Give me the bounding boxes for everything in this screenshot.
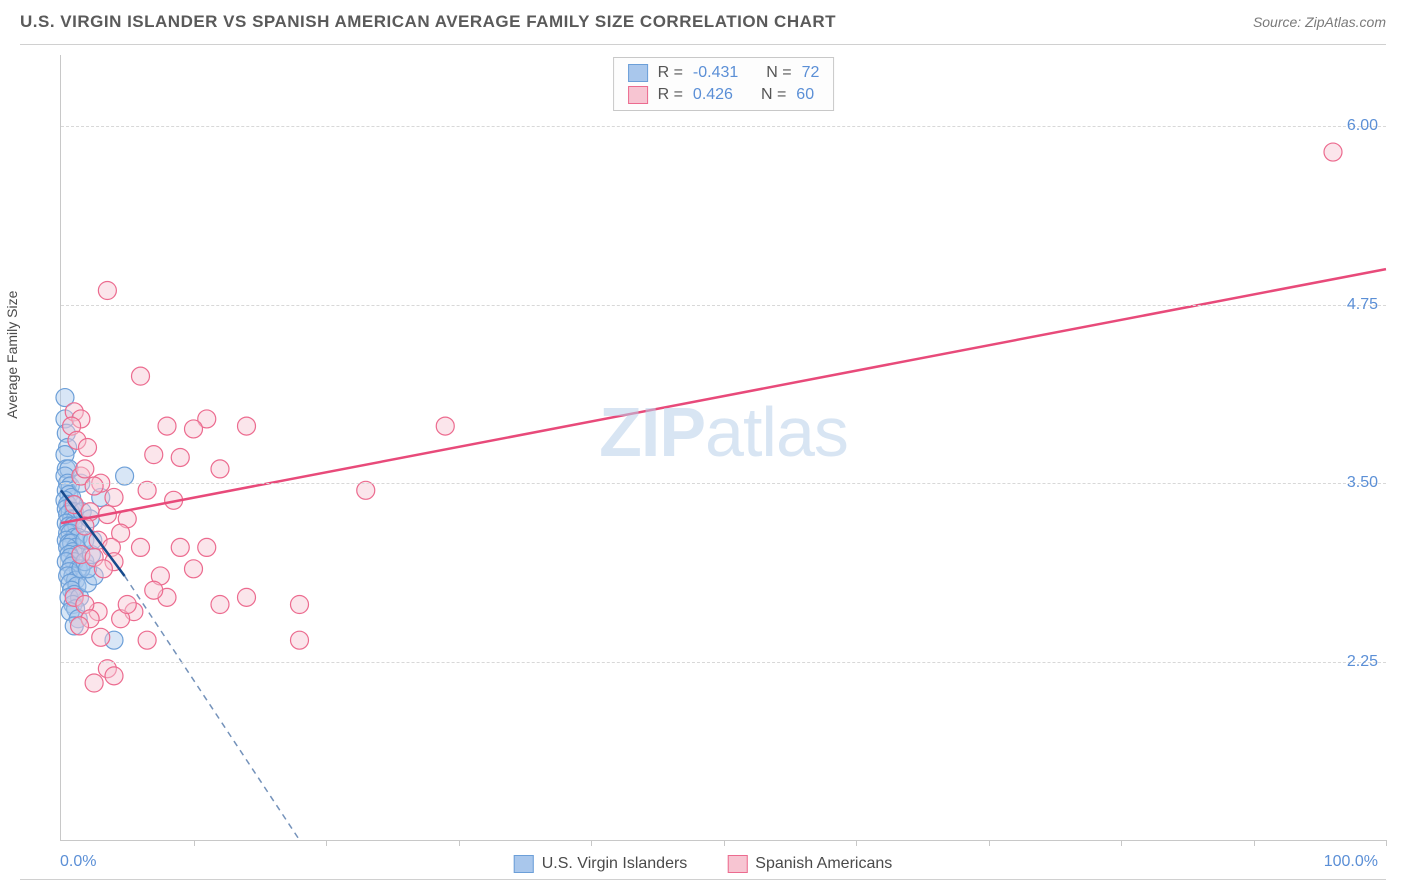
n-value: 60 bbox=[796, 86, 814, 104]
swatch-icon bbox=[628, 64, 648, 82]
n-label: N = bbox=[761, 86, 786, 104]
legend-text: U.S. Virgin Islanders bbox=[542, 855, 688, 873]
chart-container: Average Family Size R = -0.431 N = 72 R … bbox=[20, 44, 1386, 880]
legend-item: Spanish Americans bbox=[727, 855, 892, 873]
r-label: R = bbox=[658, 64, 683, 82]
scatter-svg bbox=[61, 55, 1386, 840]
n-label: N = bbox=[766, 64, 791, 82]
legend-text: Spanish Americans bbox=[755, 855, 892, 873]
legend-item: U.S. Virgin Islanders bbox=[514, 855, 688, 873]
r-value: 0.426 bbox=[693, 86, 733, 104]
swatch-icon bbox=[628, 86, 648, 104]
series-legend: U.S. Virgin Islanders Spanish Americans bbox=[514, 855, 893, 873]
source-label: Source: ZipAtlas.com bbox=[1253, 14, 1386, 30]
legend-row-series-0: R = -0.431 N = 72 bbox=[628, 62, 820, 84]
x-max-label: 100.0% bbox=[1324, 853, 1378, 871]
y-axis-label: Average Family Size bbox=[4, 291, 20, 419]
legend-row-series-1: R = 0.426 N = 60 bbox=[628, 84, 820, 106]
plot-area: R = -0.431 N = 72 R = 0.426 N = 60 ZIPat… bbox=[60, 55, 1386, 841]
r-value: -0.431 bbox=[693, 64, 738, 82]
y-tick-label: 6.00 bbox=[1347, 117, 1378, 135]
y-tick-label: 4.75 bbox=[1347, 296, 1378, 314]
r-label: R = bbox=[658, 86, 683, 104]
swatch-icon bbox=[514, 855, 534, 873]
y-tick-label: 2.25 bbox=[1347, 653, 1378, 671]
chart-title: U.S. VIRGIN ISLANDER VS SPANISH AMERICAN… bbox=[20, 12, 836, 32]
swatch-icon bbox=[727, 855, 747, 873]
correlation-legend: R = -0.431 N = 72 R = 0.426 N = 60 bbox=[613, 57, 835, 111]
y-tick-label: 3.50 bbox=[1347, 474, 1378, 492]
x-min-label: 0.0% bbox=[60, 853, 96, 871]
n-value: 72 bbox=[802, 64, 820, 82]
